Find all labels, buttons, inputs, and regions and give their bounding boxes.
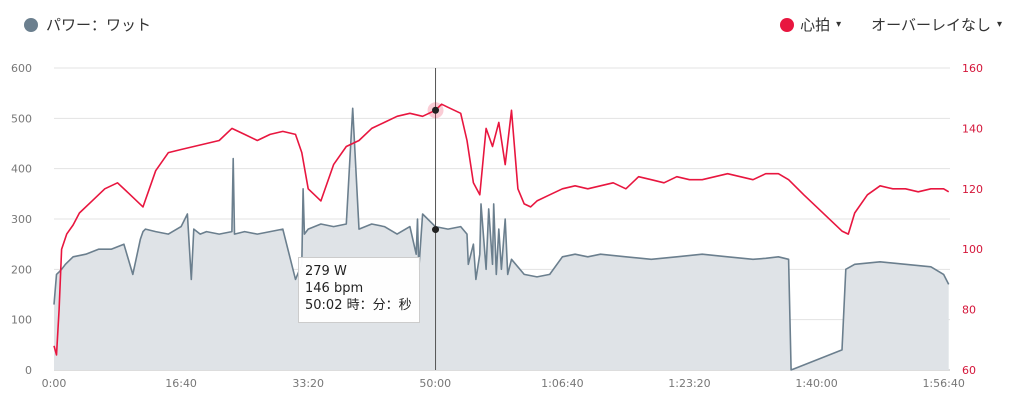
right-tick-label: 160 <box>962 62 983 75</box>
chevron-down-icon: ▾ <box>996 19 1002 30</box>
cursor-layer <box>427 68 444 370</box>
left-tick-label: 500 <box>11 112 32 125</box>
overlay-label: オーバーレイなし <box>871 16 991 34</box>
x-tick-label: 33:20 <box>292 377 324 390</box>
power-line <box>53 107 950 371</box>
left-axis-ticks: 0 100 200 300 400 500 600 <box>11 62 32 377</box>
hr-series-dropdown[interactable]: 心拍 ▾ <box>780 14 841 35</box>
left-tick-label: 400 <box>11 163 32 176</box>
x-tick-label: 1:56:40 <box>922 377 964 390</box>
x-tick-label: 1:23:20 <box>668 377 710 390</box>
left-tick-label: 0 <box>25 364 32 377</box>
x-tick-label: 1:40:00 <box>795 377 837 390</box>
power-legend-label: パワー：ワット <box>46 16 152 34</box>
x-tick-label: 16:40 <box>165 377 197 390</box>
legend-power[interactable]: パワー：ワット <box>24 14 151 35</box>
overlay-dropdown[interactable]: オーバーレイなし ▾ <box>871 14 1002 35</box>
power-area-layer <box>53 107 950 371</box>
x-tick-label: 50:00 <box>419 377 451 390</box>
tooltip-time: 50:02 時：分：秒 <box>305 298 412 313</box>
power-area <box>54 108 949 371</box>
hr-line <box>53 103 950 356</box>
hr-legend-label: 心拍 <box>800 16 831 34</box>
legend-right: 心拍 ▾ オーバーレイなし ▾ <box>780 14 1002 35</box>
tooltip-hr: 146 bpm <box>305 281 364 296</box>
power-cursor-point <box>432 226 440 234</box>
hr-legend-dot <box>780 17 795 32</box>
x-tick-label: 0:00 <box>42 377 67 390</box>
left-tick-label: 300 <box>11 213 32 226</box>
hr-line-layer <box>53 103 950 356</box>
left-tick-label: 100 <box>11 314 32 327</box>
tooltip-power: 279 W <box>305 264 347 279</box>
right-axis-ticks: 60 80 100 120 140 160 <box>962 62 983 377</box>
left-tick-label: 600 <box>11 62 32 75</box>
right-tick-label: 80 <box>962 304 976 317</box>
x-axis-ticks: 0:00 16:40 33:20 50:00 1:06:40 1:23:20 1:40:00… <box>42 377 965 390</box>
right-tick-label: 140 <box>962 122 983 135</box>
chevron-down-icon: ▾ <box>836 19 842 30</box>
power-legend-dot <box>24 17 38 32</box>
left-tick-label: 200 <box>11 263 32 276</box>
right-tick-label: 100 <box>962 243 983 256</box>
hover-tooltip: 279 W 146 bpm 50:02 時：分：秒 <box>298 257 420 323</box>
right-tick-label: 60 <box>962 364 976 377</box>
hr-cursor-point <box>432 106 440 114</box>
right-tick-label: 120 <box>962 183 983 196</box>
x-tick-label: 1:06:40 <box>541 377 583 390</box>
